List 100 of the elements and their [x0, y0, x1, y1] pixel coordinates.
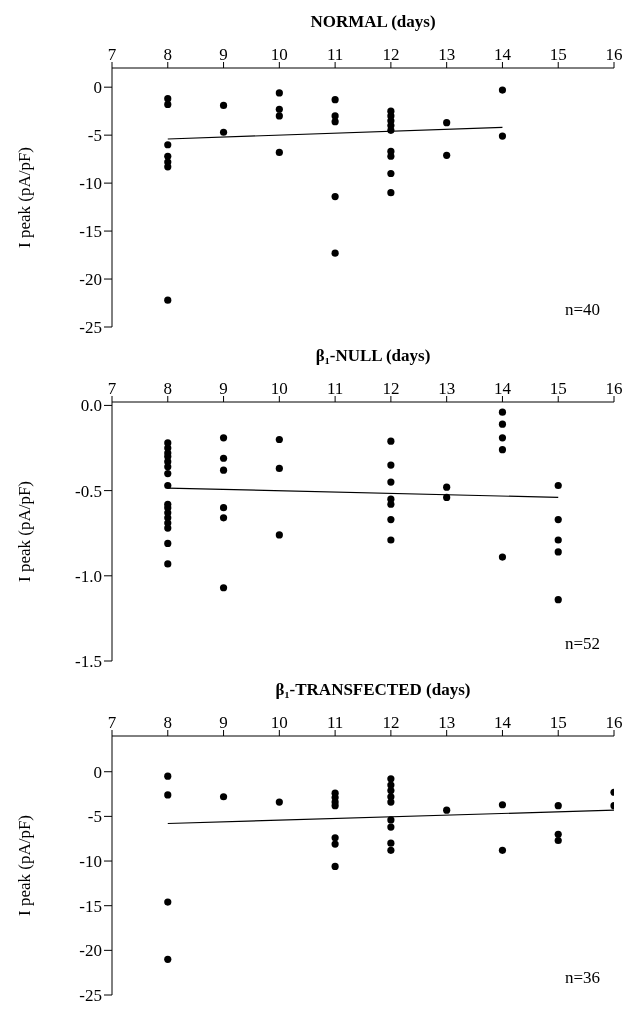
x-tick-label: 9 — [219, 45, 228, 64]
point — [219, 454, 228, 462]
x-tick-label: 13 — [438, 713, 456, 732]
point — [387, 798, 395, 806]
x-tick-label: 10 — [270, 713, 288, 732]
point — [164, 100, 172, 109]
point — [387, 536, 395, 544]
point — [554, 481, 562, 490]
y-tick-label: -25 — [79, 318, 102, 338]
chart-title: β₁-NULL (days) — [315, 346, 431, 365]
y-tick-label: -5 — [87, 807, 102, 827]
point — [387, 126, 395, 134]
annotation: n=40 — [564, 300, 600, 320]
point — [498, 846, 507, 854]
x-tick-label: 9 — [219, 379, 228, 398]
point — [219, 434, 228, 442]
x-tick-label: 8 — [163, 713, 173, 732]
point — [164, 955, 172, 963]
point — [275, 464, 283, 473]
x-tick-label: 13 — [438, 379, 456, 398]
y-tick-label: -0.5 — [75, 481, 102, 501]
point — [275, 89, 283, 97]
point — [443, 119, 451, 127]
point — [275, 105, 283, 113]
point — [331, 834, 339, 842]
point — [387, 152, 395, 160]
point — [219, 793, 228, 801]
point — [275, 112, 283, 120]
point — [387, 169, 395, 178]
point — [219, 504, 228, 512]
point — [387, 478, 395, 486]
point — [164, 791, 172, 799]
x-tick-label: 14 — [493, 379, 512, 398]
chart-title: β₁-TRANSFECTED (days) — [275, 680, 471, 699]
point — [331, 862, 339, 870]
point — [387, 500, 395, 508]
y-tick-label: -20 — [79, 941, 102, 961]
point — [554, 830, 562, 838]
point — [387, 786, 395, 795]
point — [331, 802, 339, 810]
y-tick-label: -5 — [87, 126, 102, 146]
x-tick-label: 12 — [382, 45, 400, 64]
point — [219, 101, 228, 110]
point — [443, 151, 451, 159]
point — [275, 531, 283, 539]
point — [554, 802, 562, 810]
point — [164, 141, 172, 149]
y-axis-title: I peak (pA/pF) — [15, 814, 35, 917]
x-tick-label: 12 — [382, 713, 400, 732]
point — [164, 772, 172, 780]
x-tick-label: 11 — [326, 713, 344, 732]
x-tick-label: 16 — [605, 713, 623, 732]
point — [219, 466, 228, 474]
chart-title: NORMAL (days) — [310, 12, 436, 31]
point — [219, 128, 228, 136]
x-tick-label: 15 — [549, 45, 567, 64]
point — [164, 524, 172, 532]
point — [498, 408, 507, 416]
y-tick-label: 0.0 — [80, 396, 102, 416]
y-tick-label: -10 — [79, 852, 102, 872]
point — [331, 840, 339, 848]
point — [164, 469, 172, 478]
point — [164, 463, 172, 471]
x-tick-label: 15 — [549, 379, 567, 398]
point — [443, 493, 451, 502]
x-tick-label: 12 — [382, 379, 400, 398]
point — [164, 539, 172, 548]
point — [498, 434, 507, 442]
x-tick-label: 7 — [107, 379, 117, 398]
point — [387, 461, 395, 469]
x-tick-label: 9 — [219, 713, 228, 732]
point — [498, 420, 507, 428]
point — [387, 823, 395, 831]
point — [498, 801, 507, 809]
x-tick-label: 16 — [605, 45, 623, 64]
point — [387, 515, 395, 524]
point — [331, 96, 339, 104]
point — [387, 839, 395, 847]
point — [164, 152, 172, 160]
y-tick-label: -15 — [79, 222, 102, 242]
point — [554, 548, 562, 556]
annotation: n=36 — [564, 968, 600, 988]
annotation: n=52 — [564, 634, 600, 654]
point — [387, 437, 395, 445]
point — [387, 189, 395, 197]
point — [443, 483, 451, 491]
point — [498, 132, 507, 140]
x-tick-label: 16 — [605, 379, 623, 398]
point — [554, 515, 562, 524]
point — [331, 118, 339, 126]
x-tick-label: 7 — [107, 45, 117, 64]
x-tick-label: 11 — [326, 45, 344, 64]
y-tick-label: -25 — [79, 986, 102, 1006]
point — [275, 798, 283, 806]
point — [331, 249, 339, 257]
point — [164, 481, 172, 490]
y-tick-label: 0 — [93, 78, 102, 98]
x-tick-label: 14 — [493, 713, 512, 732]
point — [498, 446, 507, 454]
point — [554, 536, 562, 544]
